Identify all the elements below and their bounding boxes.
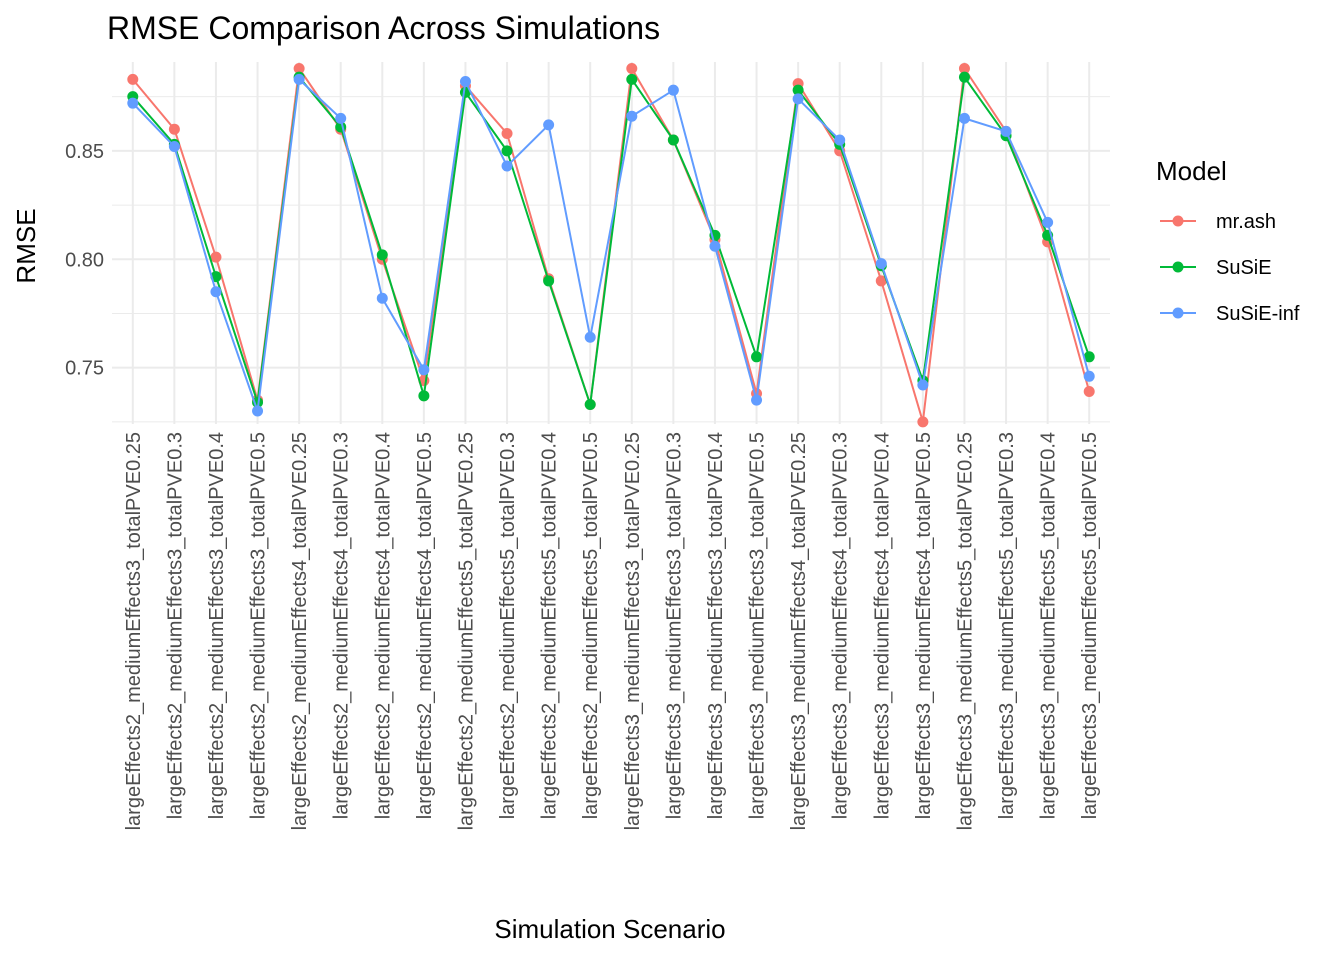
x-tick-label: largeEffects3_mediumEffects3_totalPVE0.5 bbox=[747, 432, 769, 819]
data-point bbox=[1000, 125, 1012, 137]
data-point bbox=[667, 134, 679, 146]
x-tick-label: largeEffects2_mediumEffects4_totalPVE0.2… bbox=[289, 432, 311, 830]
x-tick-label: largeEffects2_mediumEffects5_totalPVE0.4 bbox=[539, 432, 561, 819]
x-axis-ticks: largeEffects2_mediumEffects3_totalPVE0.2… bbox=[123, 432, 1101, 830]
legend-key-point bbox=[1172, 215, 1184, 227]
series-line bbox=[132, 78, 1091, 412]
grid bbox=[112, 62, 1110, 424]
x-tick-label: largeEffects2_mediumEffects5_totalPVE0.3 bbox=[497, 432, 519, 819]
y-tick-label: 0.75 bbox=[65, 358, 104, 380]
data-point bbox=[958, 71, 970, 83]
data-point bbox=[418, 390, 430, 402]
x-tick-label: largeEffects3_mediumEffects4_totalPVE0.4 bbox=[871, 432, 893, 819]
data-point bbox=[792, 93, 804, 105]
data-point bbox=[875, 258, 887, 270]
data-point bbox=[335, 112, 347, 124]
y-axis-ticks: 0.75 0.80 0.85 bbox=[65, 141, 104, 380]
x-tick-label: largeEffects2_mediumEffects5_totalPVE0.5 bbox=[580, 432, 602, 819]
data-point bbox=[709, 240, 721, 252]
data-point bbox=[751, 351, 763, 363]
data-point bbox=[543, 275, 555, 287]
series-susie-inf bbox=[127, 73, 1095, 417]
data-point bbox=[543, 119, 555, 131]
legend-label: mr.ash bbox=[1216, 211, 1276, 233]
data-point bbox=[293, 73, 305, 85]
data-point bbox=[501, 160, 513, 172]
data-point bbox=[626, 63, 638, 75]
data-point bbox=[210, 251, 222, 263]
legend-label: SuSiE bbox=[1216, 257, 1272, 279]
data-point bbox=[917, 416, 929, 428]
chart-title: RMSE Comparison Across Simulations bbox=[107, 10, 660, 46]
legend-item: SuSiE bbox=[1160, 257, 1272, 279]
data-point bbox=[584, 398, 596, 410]
x-tick-label: largeEffects2_mediumEffects4_totalPVE0.4 bbox=[372, 432, 394, 819]
legend-items: mr.ash SuSiE SuSiE-inf bbox=[1160, 211, 1300, 325]
data-point bbox=[958, 112, 970, 124]
legend-key-point bbox=[1172, 307, 1184, 319]
legend-label: SuSiE-inf bbox=[1216, 303, 1300, 325]
data-point bbox=[1083, 385, 1095, 397]
data-point bbox=[501, 128, 513, 140]
legend-item: SuSiE-inf bbox=[1160, 303, 1300, 325]
data-point bbox=[751, 394, 763, 406]
y-tick-label: 0.85 bbox=[65, 141, 104, 163]
legend-title: Model bbox=[1156, 156, 1227, 186]
x-tick-label: largeEffects2_mediumEffects5_totalPVE0.2… bbox=[455, 432, 477, 830]
data-point bbox=[459, 76, 471, 88]
data-point bbox=[210, 286, 222, 298]
x-tick-label: largeEffects2_mediumEffects3_totalPVE0.3 bbox=[164, 432, 186, 819]
series-layer bbox=[127, 63, 1095, 428]
x-tick-label: largeEffects3_mediumEffects5_totalPVE0.5 bbox=[1079, 432, 1101, 819]
x-tick-label: largeEffects3_mediumEffects5_totalPVE0.2… bbox=[954, 432, 976, 830]
x-tick-label: largeEffects2_mediumEffects3_totalPVE0.4 bbox=[206, 432, 228, 819]
data-point bbox=[626, 110, 638, 122]
x-tick-label: largeEffects3_mediumEffects4_totalPVE0.5 bbox=[913, 432, 935, 819]
data-point bbox=[875, 275, 887, 287]
y-tick-label: 0.80 bbox=[65, 249, 104, 271]
x-tick-label: largeEffects2_mediumEffects4_totalPVE0.5 bbox=[414, 432, 436, 819]
x-tick-label: largeEffects2_mediumEffects3_totalPVE0.5 bbox=[248, 432, 270, 819]
x-tick-label: largeEffects3_mediumEffects4_totalPVE0.3 bbox=[830, 432, 852, 819]
x-tick-label: largeEffects3_mediumEffects3_totalPVE0.2… bbox=[622, 432, 644, 830]
data-point bbox=[958, 63, 970, 75]
data-point bbox=[917, 379, 929, 391]
x-tick-label: largeEffects3_mediumEffects3_totalPVE0.3 bbox=[663, 432, 685, 819]
data-point bbox=[127, 73, 139, 85]
y-axis-title: RMSE bbox=[11, 208, 41, 283]
legend-key-point bbox=[1172, 261, 1184, 273]
x-tick-label: largeEffects3_mediumEffects3_totalPVE0.4 bbox=[705, 432, 727, 819]
data-point bbox=[376, 292, 388, 304]
data-point bbox=[501, 145, 513, 157]
x-tick-label: largeEffects2_mediumEffects4_totalPVE0.3 bbox=[331, 432, 353, 819]
data-point bbox=[667, 84, 679, 96]
legend: Model mr.ash SuSiE SuSiE-inf bbox=[1156, 156, 1300, 325]
data-point bbox=[834, 134, 846, 146]
data-point bbox=[168, 123, 180, 135]
data-point bbox=[293, 63, 305, 75]
data-point bbox=[376, 249, 388, 261]
data-point bbox=[127, 97, 139, 109]
x-tick-label: largeEffects2_mediumEffects3_totalPVE0.2… bbox=[123, 432, 145, 830]
series-susie bbox=[127, 71, 1095, 410]
x-axis-title: Simulation Scenario bbox=[494, 914, 725, 944]
data-point bbox=[584, 331, 596, 343]
data-point bbox=[418, 364, 430, 376]
x-tick-label: largeEffects3_mediumEffects4_totalPVE0.2… bbox=[788, 432, 810, 830]
legend-item: mr.ash bbox=[1160, 211, 1276, 233]
data-point bbox=[1083, 370, 1095, 382]
data-point bbox=[1042, 216, 1054, 228]
data-point bbox=[1083, 351, 1095, 363]
x-tick-label: largeEffects3_mediumEffects5_totalPVE0.3 bbox=[996, 432, 1018, 819]
data-point bbox=[792, 84, 804, 96]
data-point bbox=[252, 405, 264, 417]
data-point bbox=[168, 141, 180, 153]
data-point bbox=[626, 73, 638, 85]
x-tick-label: largeEffects3_mediumEffects5_totalPVE0.4 bbox=[1038, 432, 1060, 819]
